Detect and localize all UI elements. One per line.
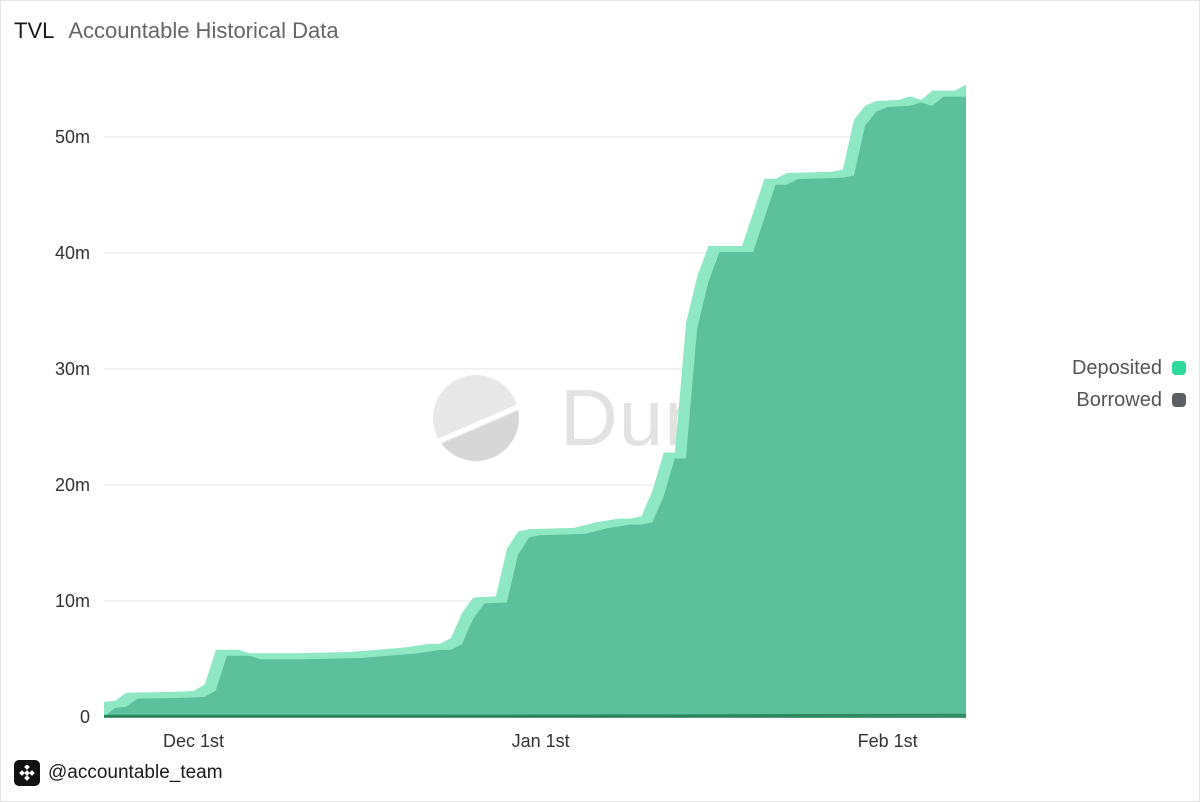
chart-title: TVL — [14, 18, 55, 43]
footer-attribution: @accountable_team — [14, 760, 223, 786]
borrowed-line — [104, 713, 967, 717]
legend-label-deposited: Deposited — [1071, 356, 1162, 379]
deposited-area — [104, 90, 966, 718]
legend-label-borrowed: Borrowed — [1076, 388, 1162, 411]
dune-logo-icon — [433, 375, 519, 461]
legend-swatch-borrowed — [1172, 393, 1186, 407]
x-tick-label: Feb 1st — [858, 731, 918, 751]
x-tick-label: Jan 1st — [512, 731, 570, 751]
y-tick-label: 30m — [55, 359, 90, 379]
axis-labels: 0 10m 20m 30m 40m 50m Dec 1st Jan 1st Feb 1st — [55, 127, 918, 751]
legend-item-deposited[interactable]: Deposited — [1072, 356, 1186, 380]
footer-handle[interactable]: @accountable_team — [48, 762, 223, 783]
x-tick-label: Dec 1st — [163, 731, 224, 751]
y-tick-label: 50m — [55, 127, 90, 147]
chart-subtitle: Accountable Historical Data — [68, 18, 339, 43]
accountable-logo-icon — [14, 760, 40, 786]
chart-header: TVL Accountable Historical Data — [14, 18, 339, 48]
y-tick-label: 0 — [80, 707, 90, 727]
y-tick-label: 20m — [55, 475, 90, 495]
series-areas — [104, 84, 967, 718]
y-tick-label: 40m — [55, 243, 90, 263]
legend-swatch-deposited — [1172, 361, 1186, 375]
y-tick-label: 10m — [55, 591, 90, 611]
chart-legend: Deposited Borrowed — [1072, 356, 1186, 412]
legend-item-borrowed[interactable]: Borrowed — [1076, 388, 1186, 412]
